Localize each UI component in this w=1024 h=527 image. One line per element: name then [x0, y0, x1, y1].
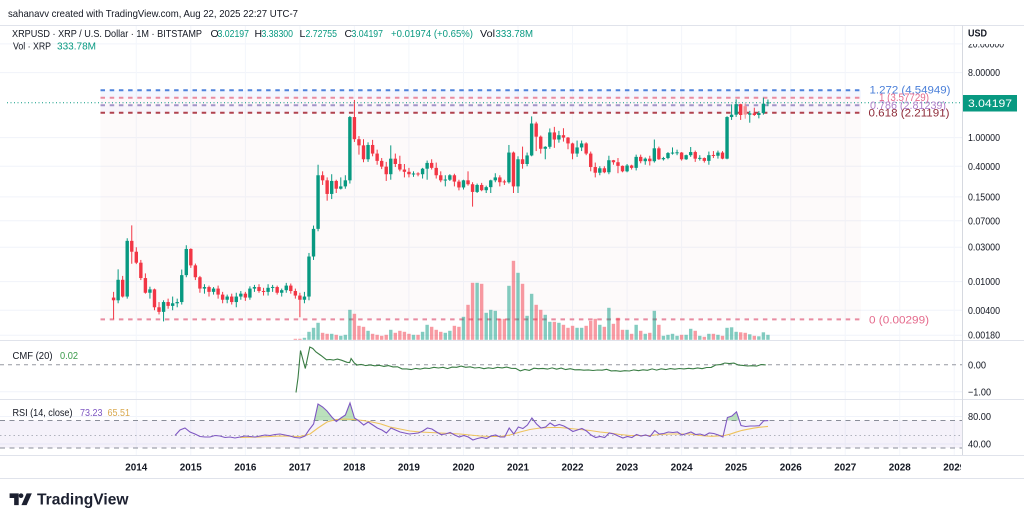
svg-text:0.00180: 0.00180: [968, 331, 1000, 342]
svg-text:TradingView: TradingView: [37, 492, 129, 509]
svg-text:2026: 2026: [780, 462, 802, 474]
svg-text:2025: 2025: [725, 462, 747, 474]
svg-text:Vol · XRP: Vol · XRP: [13, 42, 51, 53]
svg-text:0.03000: 0.03000: [968, 243, 1000, 254]
svg-text:0 (0.00299): 0 (0.00299): [869, 314, 929, 326]
svg-text:2023: 2023: [616, 462, 638, 474]
svg-text:CMF (20): CMF (20): [13, 351, 53, 362]
svg-text:2021: 2021: [507, 462, 529, 474]
svg-text:333.78M: 333.78M: [496, 28, 534, 40]
svg-text:−1.00: −1.00: [968, 387, 991, 398]
svg-text:2028: 2028: [889, 462, 911, 474]
svg-text:8.00000: 8.00000: [968, 68, 1000, 79]
svg-text:2029: 2029: [943, 462, 965, 474]
svg-text:1.272 (4.54949): 1.272 (4.54949): [870, 85, 951, 97]
svg-text:333.78M: 333.78M: [57, 42, 96, 53]
svg-text:Vol: Vol: [480, 28, 495, 40]
svg-text:0.00: 0.00: [968, 360, 986, 371]
svg-text:20.00000: 20.00000: [968, 39, 1004, 50]
svg-text:0.15000: 0.15000: [968, 192, 1000, 203]
svg-text:73.23: 73.23: [80, 408, 103, 419]
svg-text:80.00: 80.00: [968, 412, 991, 423]
svg-text:+0.01974 (+0.65%): +0.01974 (+0.65%): [391, 28, 473, 40]
svg-text:2027: 2027: [834, 462, 856, 474]
svg-text:2017: 2017: [289, 462, 311, 474]
svg-text:O: O: [211, 28, 219, 40]
svg-text:2014: 2014: [125, 462, 147, 474]
svg-text:2019: 2019: [398, 462, 420, 474]
svg-text:sahanavv created with TradingV: sahanavv created with TradingView.com, A…: [8, 8, 298, 20]
svg-text:2.72755: 2.72755: [306, 28, 338, 40]
svg-text:2024: 2024: [671, 462, 693, 474]
svg-text:2016: 2016: [234, 462, 256, 474]
svg-text:3.04197: 3.04197: [968, 98, 1012, 110]
svg-text:0.02: 0.02: [60, 351, 78, 362]
svg-text:2015: 2015: [180, 462, 202, 474]
svg-text:L: L: [300, 28, 306, 40]
svg-text:40.00: 40.00: [968, 440, 991, 451]
svg-text:0.786 (2.81239): 0.786 (2.81239): [870, 100, 946, 112]
svg-text:3.04197: 3.04197: [352, 28, 384, 40]
svg-text:0.40000: 0.40000: [968, 162, 1000, 173]
svg-text:C: C: [345, 28, 353, 40]
svg-text:1.00000: 1.00000: [968, 133, 1000, 144]
svg-text:USD: USD: [968, 29, 987, 40]
svg-text:2018: 2018: [343, 462, 365, 474]
svg-text:2020: 2020: [453, 462, 475, 474]
svg-text:2022: 2022: [562, 462, 584, 474]
svg-text:0.07000: 0.07000: [968, 216, 1000, 227]
svg-text:XRPUSD · XRP / U.S. Dollar · 1: XRPUSD · XRP / U.S. Dollar · 1M · BITSTA…: [12, 28, 202, 40]
svg-text:65.51: 65.51: [108, 408, 131, 419]
svg-text:H: H: [255, 28, 263, 40]
svg-text:0.01000: 0.01000: [968, 277, 1000, 288]
svg-text:0.618 (2.21191): 0.618 (2.21191): [869, 107, 950, 119]
svg-text:1 (3.57729): 1 (3.57729): [879, 92, 929, 104]
svg-text:RSI (14, close): RSI (14, close): [13, 408, 73, 419]
svg-text:3.02197: 3.02197: [218, 28, 250, 40]
svg-text:3.38300: 3.38300: [262, 28, 294, 40]
svg-text:0.00400: 0.00400: [968, 306, 1000, 317]
